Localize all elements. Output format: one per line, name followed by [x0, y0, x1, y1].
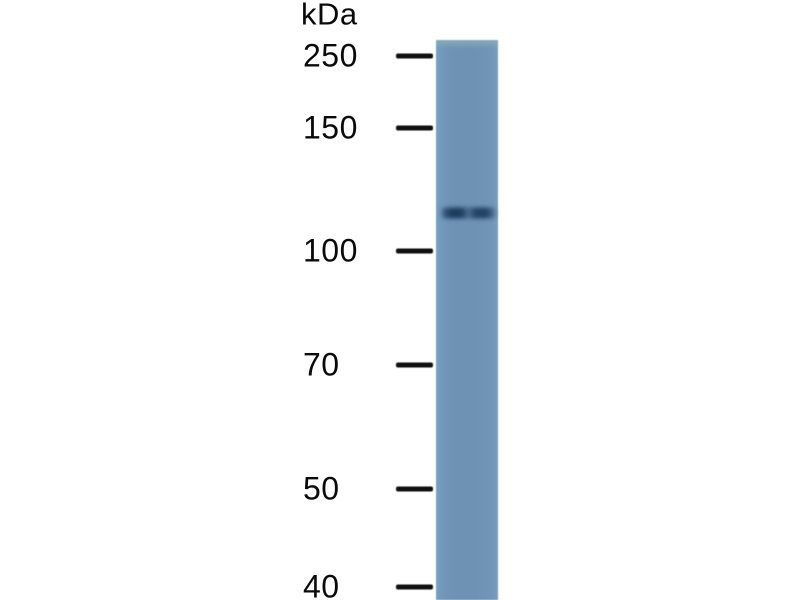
marker-label: 150 — [303, 109, 358, 146]
blot-lane — [436, 40, 498, 600]
marker-tick-line — [396, 125, 433, 131]
marker-tick-line — [396, 248, 433, 254]
marker-tick-line — [396, 53, 433, 59]
marker-label: 70 — [303, 346, 340, 383]
marker-tick-line — [396, 486, 433, 492]
kda-unit-label: kDa — [301, 0, 358, 32]
marker-label: 40 — [303, 568, 340, 600]
marker-tick-line — [396, 584, 433, 590]
marker-label: 50 — [303, 470, 340, 507]
marker-label: 100 — [303, 232, 358, 269]
protein-band — [440, 207, 497, 219]
marker-label: 250 — [303, 37, 358, 74]
marker-tick-line — [396, 362, 433, 368]
